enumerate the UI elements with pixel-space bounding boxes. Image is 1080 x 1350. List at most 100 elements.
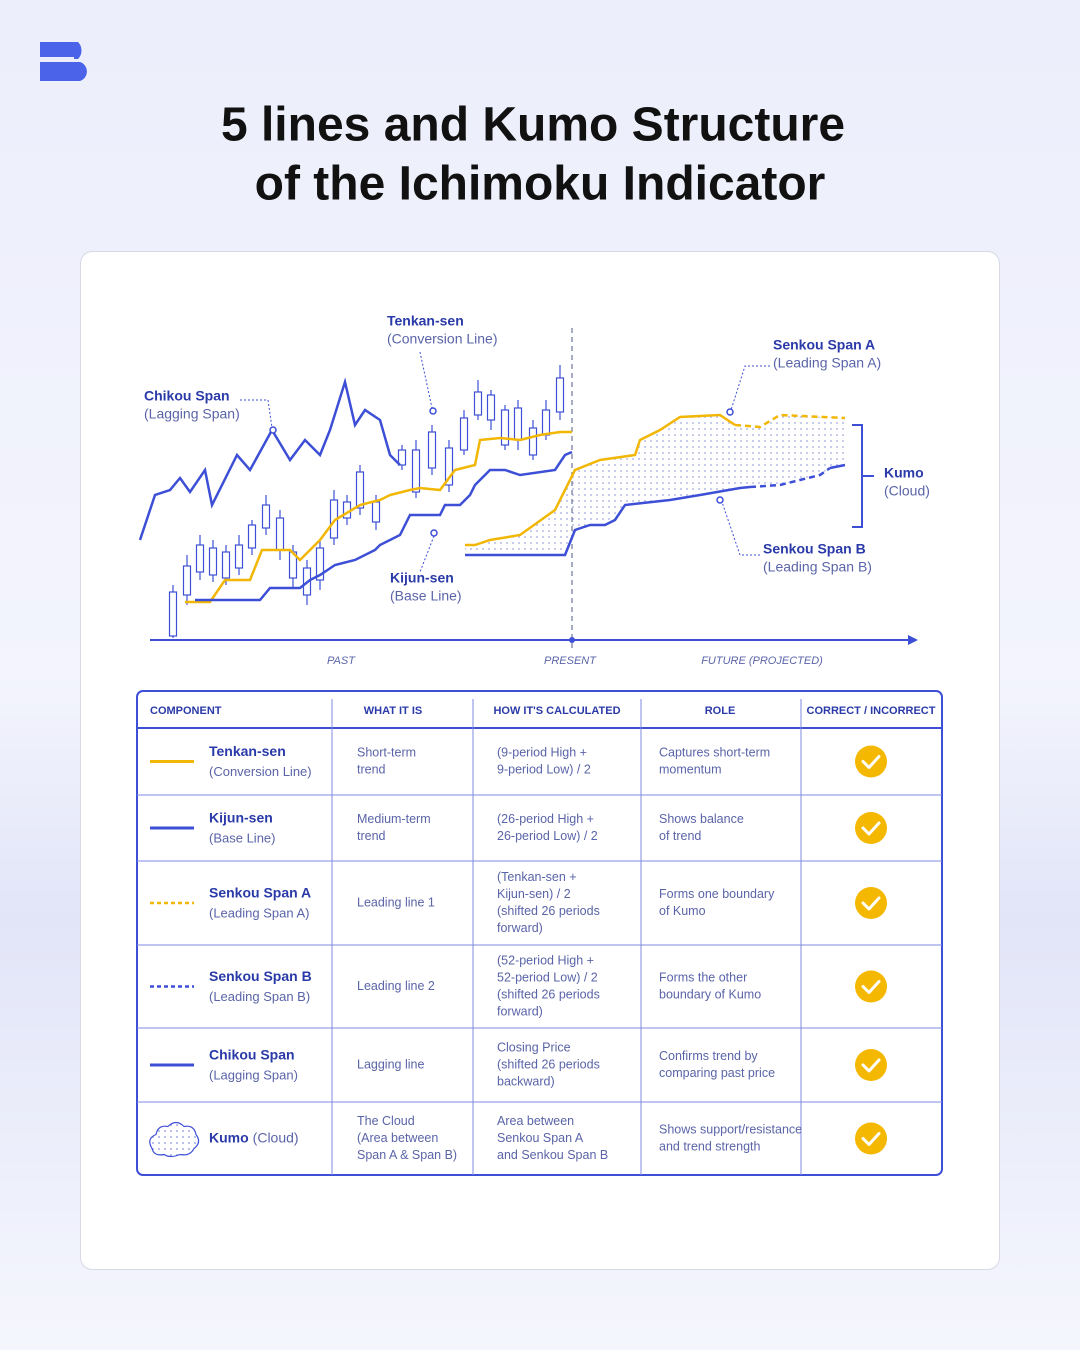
- card: [80, 251, 1000, 1270]
- candle-body: [234, 544, 244, 569]
- candle-body: [261, 504, 271, 529]
- table-header: ROLE: [705, 705, 736, 717]
- candle-body: [427, 431, 437, 469]
- role-text: momentum: [659, 762, 722, 776]
- what-text: Leading line 2: [357, 979, 435, 993]
- role-text: Confirms trend by: [659, 1049, 758, 1063]
- component-sub: (Leading Span B): [209, 989, 310, 1004]
- candle-body: [459, 417, 469, 451]
- cloud-icon: [149, 1121, 200, 1158]
- how-text: forward): [497, 1004, 543, 1018]
- candle-body: [275, 517, 285, 551]
- component-table: COMPONENT WHAT IT IS HOW IT'S CALCULATED RO…: [136, 690, 943, 1176]
- check-badge: [855, 1049, 887, 1081]
- candle-body: [411, 449, 421, 493]
- how-text: 52-period Low) / 2: [497, 970, 598, 984]
- senkou-b-projection: [749, 466, 831, 489]
- how-text: (52-period High +: [497, 953, 594, 967]
- candle-body: [555, 377, 565, 413]
- how-text: Area between: [497, 1114, 574, 1128]
- senkou-a-projection: [734, 413, 846, 429]
- check-badge: [855, 887, 887, 919]
- candle-body: [371, 501, 381, 523]
- kumo-cloud: [465, 415, 845, 555]
- diagram-sublabel: (Conversion Line): [387, 331, 498, 347]
- how-text: (9-period High +: [497, 745, 587, 759]
- candle-body: [315, 547, 325, 581]
- role-text: and trend strength: [659, 1139, 761, 1153]
- table-header: COMPONENT: [150, 705, 222, 717]
- how-text: 26-period Low) / 2: [497, 829, 598, 843]
- what-text: Medium-term: [357, 812, 431, 826]
- leader-dots: [269, 407, 734, 537]
- candle-body: [541, 409, 551, 436]
- how-text: (26-period High +: [497, 812, 594, 826]
- candle-body: [473, 391, 483, 416]
- component-name: Kumo (Cloud): [209, 1129, 299, 1145]
- check-badge: [855, 1122, 887, 1155]
- diagram-label: Kijun-sen: [390, 570, 454, 586]
- what-text: Short-term: [357, 745, 416, 759]
- diagram-sublabel: (Leading Span B): [763, 559, 872, 575]
- axis-label: PRESENT: [544, 655, 597, 667]
- candle-body: [195, 544, 205, 573]
- diagram-sublabel: (Cloud): [884, 483, 930, 499]
- what-text: Leading line 1: [357, 895, 435, 909]
- what-text: Span A & Span B): [357, 1148, 457, 1162]
- candle-body: [221, 551, 231, 579]
- check-mark: [861, 1058, 881, 1073]
- check-badge: [855, 970, 887, 1003]
- role-text: Forms the other: [659, 970, 747, 984]
- kumo-bracket: [852, 424, 874, 528]
- component-sub: (Lagging Span): [209, 1067, 298, 1082]
- role-text: Forms one boundary: [659, 887, 775, 901]
- diagram-label: Kumo: [884, 465, 924, 481]
- table-header: HOW IT'S CALCULATED: [493, 705, 620, 717]
- present-dot: [569, 637, 575, 643]
- candle-body: [397, 449, 407, 466]
- component-sub: (Leading Span A): [209, 905, 309, 920]
- role-text: Captures short-term: [659, 745, 770, 759]
- senkou-b-end: [829, 463, 846, 470]
- component-name: Senkou Span B: [209, 968, 312, 984]
- logo: [40, 42, 87, 81]
- senkou-a-line: [465, 413, 736, 547]
- how-text: Kijun-sen) / 2: [497, 887, 571, 901]
- diagram-sublabel: (Base Line): [390, 588, 462, 604]
- component-name: Kijun-sen: [209, 810, 273, 826]
- kijun-line: [195, 450, 573, 602]
- how-text: Closing Price: [497, 1040, 571, 1054]
- what-text: trend: [357, 829, 386, 843]
- check-mark: [861, 980, 881, 994]
- component-sub: (Cloud): [253, 1129, 299, 1145]
- what-text: (Area between: [357, 1131, 438, 1145]
- candles: [168, 365, 565, 638]
- axis-label: PAST: [327, 655, 356, 667]
- leaders: [240, 351, 770, 573]
- candle-body: [528, 427, 538, 456]
- role-text: boundary of Kumo: [659, 987, 761, 1001]
- component-name: Senkou Span A: [209, 885, 311, 901]
- candle-body: [500, 409, 510, 446]
- check-mark: [861, 821, 881, 836]
- how-text: (shifted 26 periods: [497, 1057, 600, 1071]
- check-badge: [855, 812, 887, 844]
- how-text: and Senkou Span B: [497, 1148, 608, 1162]
- diagram-sublabel: (Leading Span A): [773, 355, 881, 371]
- how-text: (shifted 26 periods: [497, 904, 600, 918]
- check-mark: [861, 755, 881, 769]
- diagram-label: Tenkan-sen: [387, 313, 464, 329]
- axis-arrow: [908, 635, 918, 645]
- what-text: trend: [357, 762, 386, 776]
- what-text: The Cloud: [357, 1114, 415, 1128]
- tenkan-line: [185, 430, 572, 604]
- how-text: forward): [497, 921, 543, 935]
- chikou-line: [138, 377, 401, 541]
- check-mark: [861, 1132, 881, 1146]
- component-sub: (Conversion Line): [209, 764, 312, 779]
- how-text: backward): [497, 1074, 555, 1088]
- candle-body: [247, 524, 257, 549]
- table-header: WHAT IT IS: [364, 705, 422, 717]
